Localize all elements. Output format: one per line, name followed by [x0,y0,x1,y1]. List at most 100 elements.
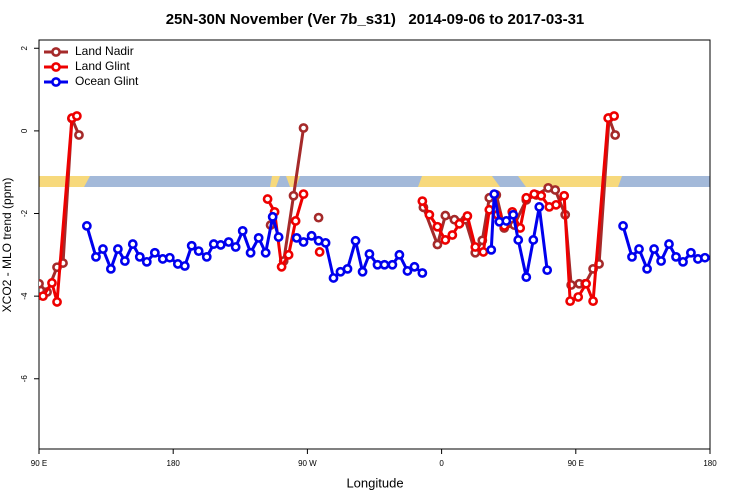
land-strip [270,176,280,187]
point [320,237,331,248]
point [409,261,420,272]
point [81,221,92,231]
series [81,189,710,283]
point [417,268,428,278]
y-tick-label: -2 [20,209,29,217]
land-strip [418,176,500,187]
point [71,111,82,121]
y-tick-label: -4 [20,292,29,300]
point [193,246,204,257]
land-strip [518,176,622,187]
point [237,225,248,236]
point [186,240,197,251]
point [634,244,644,254]
point [52,297,62,307]
point [550,185,561,195]
point [215,240,226,250]
point [291,232,302,243]
point [609,111,620,121]
point [559,190,570,201]
legend-label: Land Glint [75,59,130,73]
y-axis-label: XCO2 - MLO trend (ppm) [0,178,14,313]
point [432,221,443,232]
point [74,130,84,140]
point [357,266,368,277]
plot-frame [38,39,711,450]
point [521,192,532,203]
point [47,278,57,288]
point [98,244,108,254]
point [627,251,637,262]
point [119,256,130,266]
point [447,230,458,240]
point [542,265,553,276]
point [649,244,659,254]
point [91,251,101,262]
point [230,242,241,252]
x-tick-label: 180 [167,459,181,468]
point [39,278,44,289]
point [671,251,681,262]
point [298,189,309,199]
point [298,237,309,247]
point [141,256,152,267]
x-tick-label: 90 E [568,459,584,468]
x-tick-label: 90 W [298,459,317,468]
point [440,235,451,245]
point [298,123,309,133]
point [486,244,497,255]
point [642,263,652,274]
point [678,256,688,267]
point [149,247,160,258]
point [276,261,287,272]
point [105,263,116,274]
point [551,199,562,210]
point [283,249,294,260]
point [112,244,123,254]
point [536,190,547,201]
point [424,209,435,220]
point [313,212,324,223]
land-strip [39,176,90,187]
x-tick-label: 0 [439,459,444,468]
point [379,259,390,270]
point [432,239,443,250]
point [39,291,48,302]
point [470,242,481,252]
point [127,239,138,249]
point [573,292,584,302]
point [262,194,273,204]
point [521,272,532,283]
point [528,235,539,245]
point [501,216,512,226]
point [508,209,519,220]
ocean-strip [39,176,710,187]
point [478,247,489,257]
point [342,263,353,274]
point [328,273,339,283]
point [462,211,473,221]
legend-marker [51,47,61,57]
point [656,256,666,266]
point [387,259,398,270]
point [394,249,405,260]
legend-marker [51,77,61,87]
point [454,218,465,229]
legend-label: Ocean Glint [75,74,139,88]
point [581,278,591,289]
point [610,130,621,140]
point [417,196,428,207]
point [179,261,190,271]
point [245,247,256,258]
point [260,247,271,258]
y-tick-label: -6 [20,375,29,383]
x-axis-label: Longitude [346,475,403,490]
point [306,230,317,241]
legend-label: Land Nadir [75,44,134,58]
point [314,247,325,257]
point [513,235,524,245]
point [618,221,628,231]
point [402,266,413,276]
